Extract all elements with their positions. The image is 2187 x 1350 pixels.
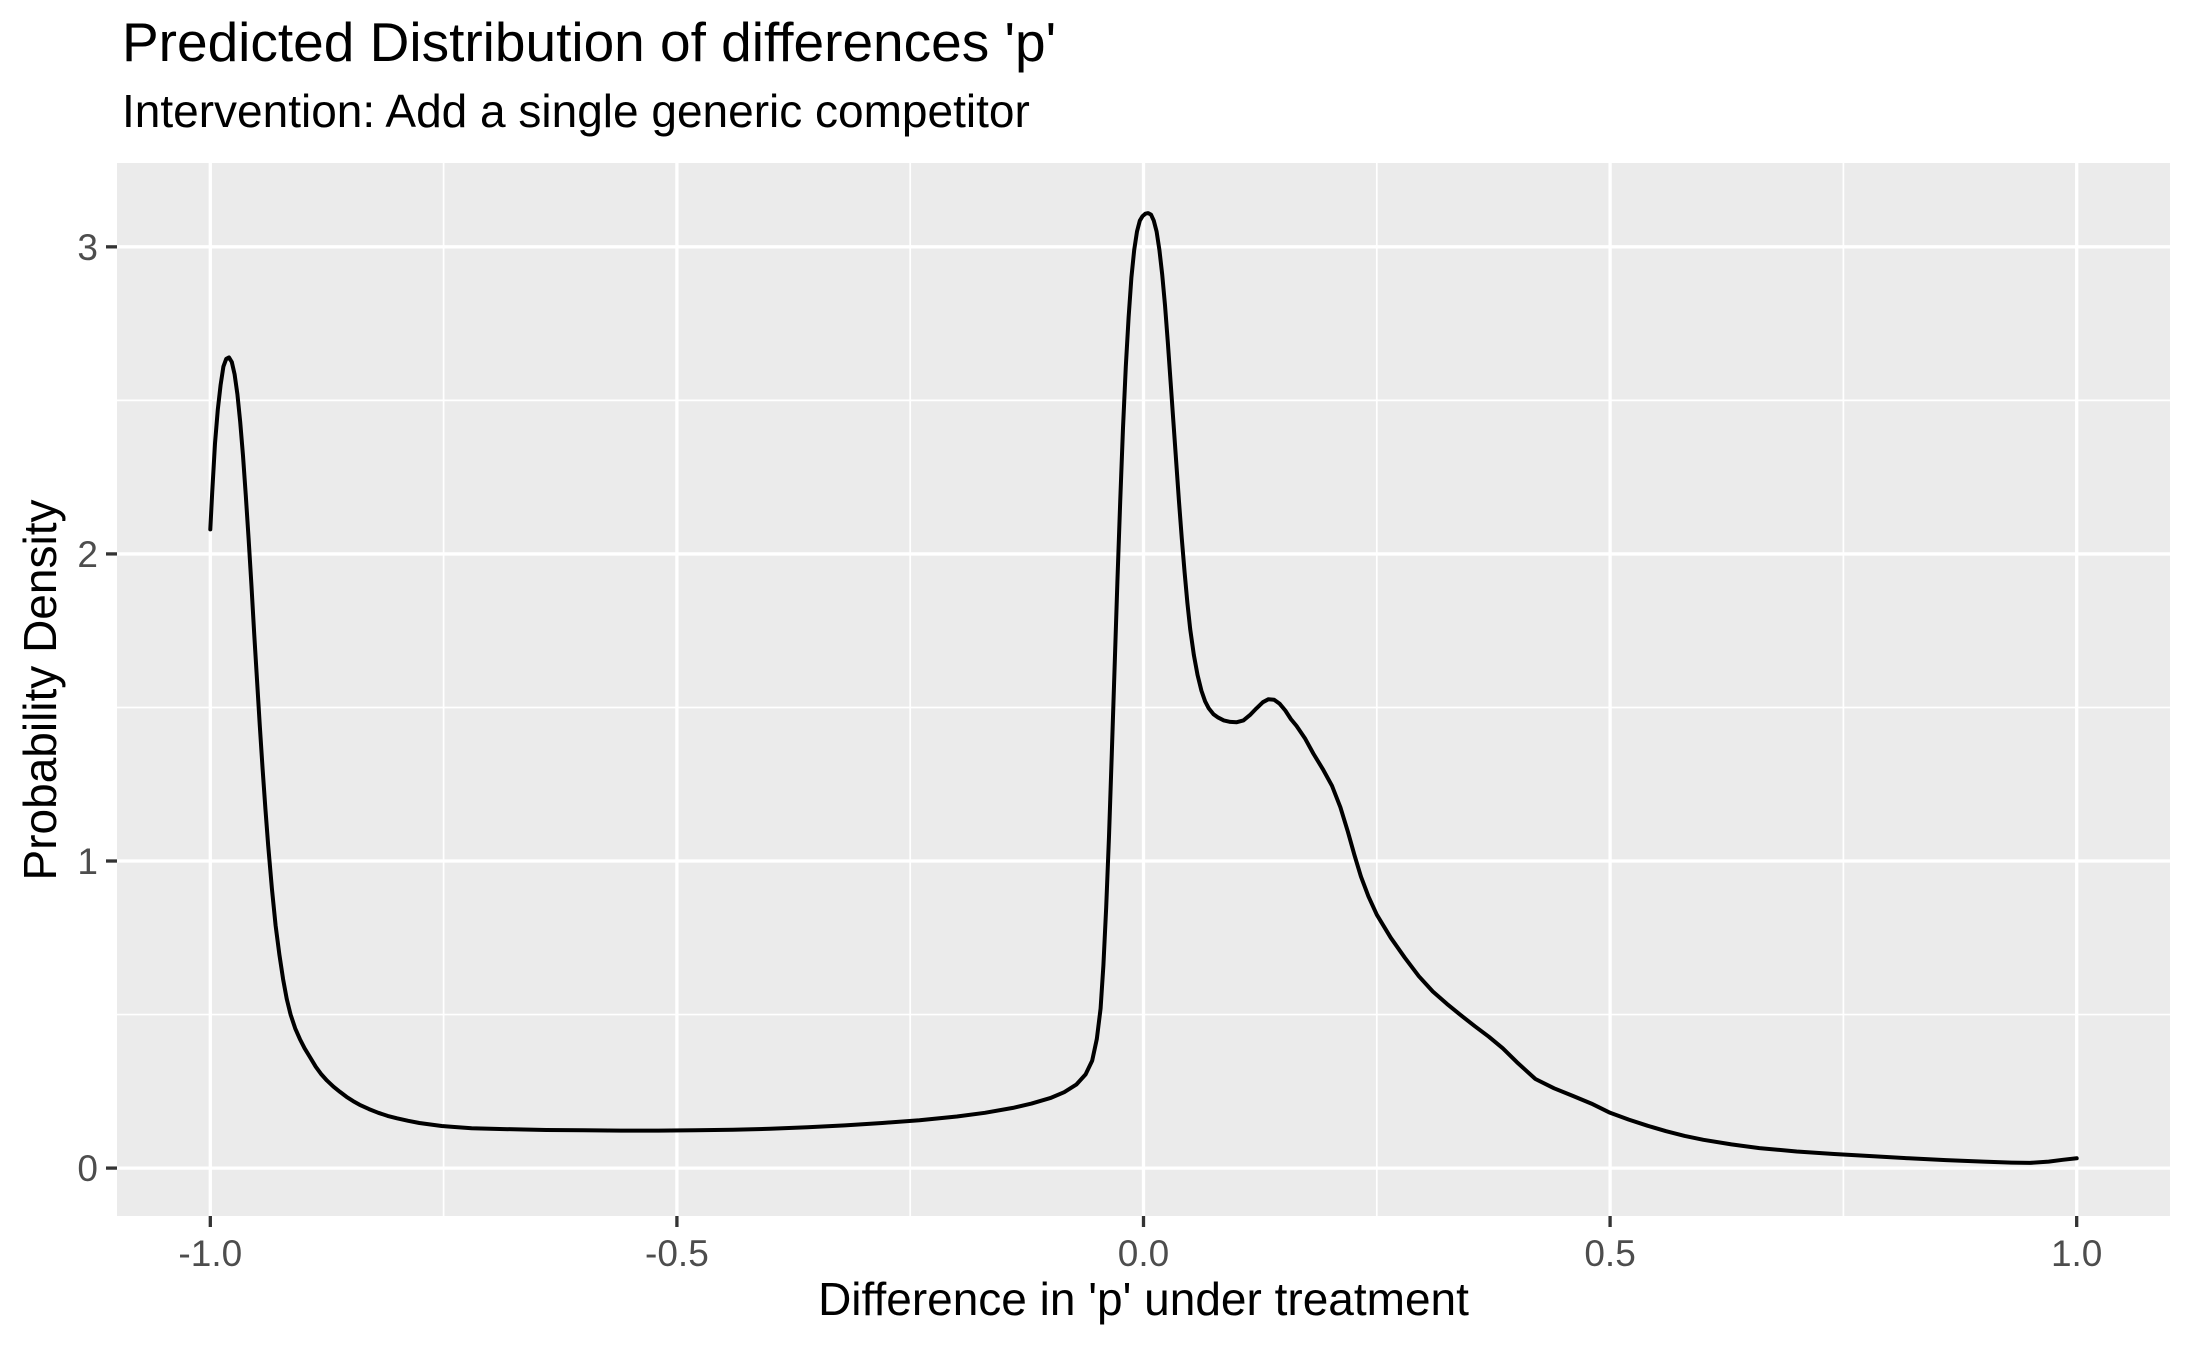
y-tick-label: 1 <box>77 841 98 882</box>
x-tick-label: 0.5 <box>1584 1233 1635 1274</box>
x-tick-label: -0.5 <box>645 1233 709 1274</box>
plot-title: Predicted Distribution of differences 'p… <box>122 11 1057 73</box>
y-tick-label: 3 <box>77 227 98 268</box>
density-curve <box>208 211 2079 1165</box>
x-tick-label: 0.0 <box>1118 1233 1169 1274</box>
x-tick-label: 1.0 <box>2051 1233 2102 1274</box>
y-axis-title: Probability Density <box>14 499 66 881</box>
plot-subtitle: Intervention: Add a single generic compe… <box>122 85 1030 137</box>
x-axis-title: Difference in 'p' under treatment <box>818 1273 1469 1325</box>
y-tick-label: 0 <box>77 1148 98 1189</box>
y-tick-label: 2 <box>77 534 98 575</box>
x-tick-label: -1.0 <box>178 1233 242 1274</box>
